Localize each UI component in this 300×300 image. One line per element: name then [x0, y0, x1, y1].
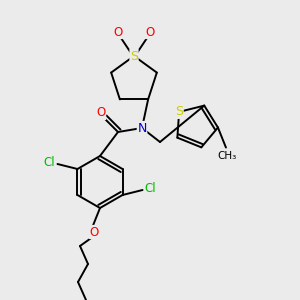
Text: S: S — [175, 105, 183, 119]
Text: CH₃: CH₃ — [217, 151, 237, 160]
Text: S: S — [130, 50, 138, 62]
Text: O: O — [89, 226, 99, 238]
Text: N: N — [137, 122, 147, 134]
Text: O: O — [113, 26, 123, 38]
Text: Cl: Cl — [145, 182, 156, 194]
Text: O: O — [146, 26, 154, 38]
Text: Cl: Cl — [44, 155, 55, 169]
Text: O: O — [96, 106, 106, 119]
